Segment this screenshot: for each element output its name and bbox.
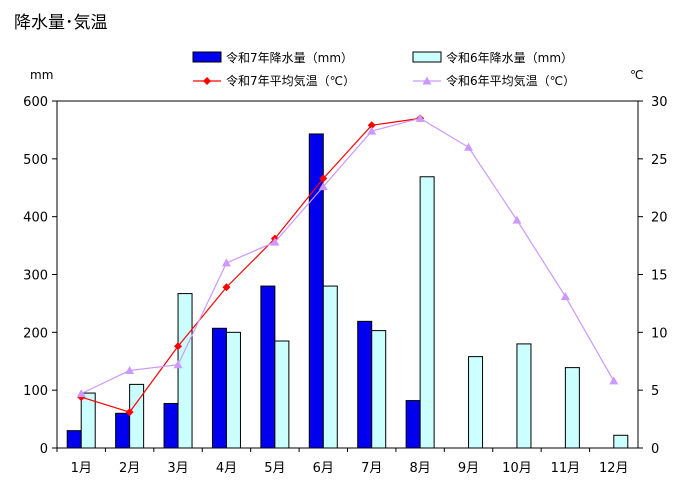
point-marker [464, 142, 474, 151]
point-marker [319, 174, 328, 183]
right-tick-label: 0 [651, 442, 659, 457]
left-tick-label: 100 [23, 384, 48, 399]
point-marker [512, 215, 522, 224]
left-tick-label: 400 [23, 211, 48, 226]
bar [516, 343, 532, 449]
x-tick-label: 8月 [409, 461, 430, 476]
x-tick-label: 11月 [551, 461, 581, 476]
point-marker [221, 258, 231, 267]
point-marker [415, 113, 425, 122]
x-tick-label: 5月 [264, 461, 285, 476]
right-tick-label: 5 [651, 384, 659, 399]
series-line [81, 117, 421, 413]
bar [419, 176, 435, 449]
x-tick-label: 12月 [599, 461, 629, 476]
chart-title: 降水量･気温 [14, 13, 108, 33]
legend-label: 令和6年降水量（mm） [446, 50, 573, 65]
point-marker [318, 182, 328, 191]
point-marker [270, 237, 280, 246]
x-tick-label: 7月 [361, 461, 382, 476]
series-line [80, 117, 615, 395]
point-marker [173, 360, 183, 369]
left-axis-unit: mm [30, 68, 53, 82]
bars [66, 133, 629, 449]
bar [357, 320, 373, 449]
bar [322, 285, 338, 449]
bar [115, 412, 131, 449]
bar [405, 400, 421, 449]
legend-marker [203, 77, 211, 85]
x-tick-label: 10月 [502, 461, 532, 476]
x-tick-label: 6月 [313, 461, 334, 476]
x-tick-label: 4月 [216, 461, 237, 476]
x-tick-label: 3月 [167, 461, 188, 476]
point-marker [125, 366, 135, 375]
bar [66, 430, 82, 449]
axes: 0 100 200 300 400 500 600 0 5 10 15 20 25 30 1月 2月 3月 4月 5… [23, 95, 667, 476]
bar [260, 285, 276, 449]
x-tick-label: 9月 [458, 461, 479, 476]
left-tick-label: 300 [23, 269, 48, 284]
left-tick-label: 600 [23, 95, 48, 110]
point-marker [174, 342, 183, 351]
point-marker [609, 376, 619, 385]
legend-label: 令和6年平均気温（℃） [446, 73, 575, 88]
left-tick-label: 200 [23, 326, 48, 341]
bar [163, 402, 179, 449]
legend-marker [422, 76, 432, 85]
point-marker [367, 126, 377, 135]
legend-label: 令和7年平均気温（℃） [226, 73, 355, 88]
legend-label: 令和7年降水量（mm） [226, 50, 353, 65]
bar [468, 356, 484, 449]
bar [564, 367, 580, 449]
point-marker [367, 121, 376, 130]
bar [129, 383, 145, 449]
right-tick-label: 15 [651, 269, 668, 284]
x-tick-label: 1月 [71, 461, 92, 476]
right-tick-label: 20 [651, 211, 668, 226]
point-marker [222, 283, 231, 292]
right-tick-label: 10 [651, 326, 668, 341]
right-tick-label: 30 [651, 95, 668, 110]
bar [613, 434, 629, 449]
point-marker [76, 389, 86, 398]
left-tick-label: 0 [40, 442, 48, 457]
bar [177, 293, 193, 449]
temperature-lines [76, 113, 619, 417]
right-axis-unit: ℃ [630, 68, 643, 82]
right-tick-label: 25 [651, 153, 668, 168]
bar [211, 327, 227, 449]
bar [371, 330, 387, 449]
legend: 令和7年降水量（mm） 令和6年降水量（mm） 令和7年平均気温（℃） 令和6年平均気… [192, 50, 575, 88]
bar [274, 340, 290, 449]
x-tick-label: 2月 [119, 461, 140, 476]
left-tick-label: 500 [23, 153, 48, 168]
point-marker [125, 408, 134, 417]
legend-swatch [412, 51, 442, 63]
legend-swatch [192, 51, 222, 63]
point-marker [560, 291, 570, 300]
bar [225, 331, 241, 449]
